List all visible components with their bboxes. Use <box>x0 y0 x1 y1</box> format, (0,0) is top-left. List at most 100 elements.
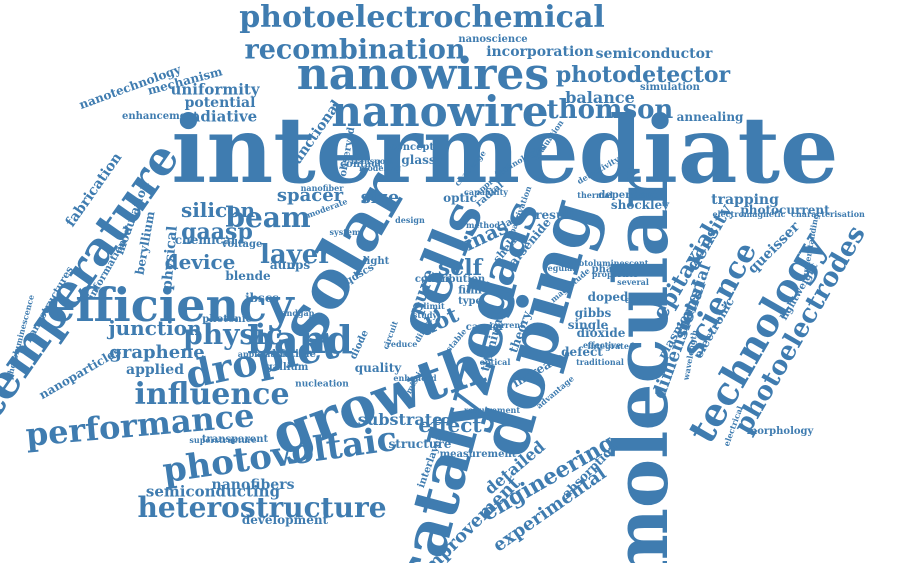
word: quality <box>354 361 402 375</box>
word: light <box>362 256 390 267</box>
word: dependent <box>598 190 658 201</box>
word: requirement <box>463 405 521 415</box>
word: band <box>247 317 353 362</box>
word: nanowire <box>331 87 549 136</box>
word: substrate <box>357 410 443 429</box>
word: trapping <box>711 192 779 208</box>
word: regular <box>543 263 577 273</box>
word: system <box>329 227 361 237</box>
word: junction <box>108 316 202 340</box>
word: gaasp <box>181 219 253 245</box>
word: bandgap <box>275 308 315 318</box>
word: silicon <box>180 198 256 222</box>
word: application <box>237 349 289 359</box>
word: effect <box>418 413 482 437</box>
word: doped <box>587 290 629 304</box>
word: physic <box>183 318 283 351</box>
word: applied <box>126 362 184 378</box>
word: several <box>617 277 649 287</box>
word: traditional <box>576 357 624 367</box>
word: thomson <box>546 95 674 125</box>
word: blende <box>225 269 271 283</box>
word: integrated <box>587 341 635 351</box>
word: layer <box>259 240 333 270</box>
word: result <box>535 208 575 222</box>
word: graphene <box>109 342 205 363</box>
word: transport <box>350 156 394 166</box>
word: reduce <box>386 339 418 349</box>
word: superstructure <box>189 435 257 445</box>
word: uniformity <box>170 80 260 99</box>
word: gallium <box>265 362 309 373</box>
word: design <box>395 215 425 225</box>
word: dioxide <box>576 326 626 340</box>
word: optical <box>479 357 511 367</box>
word: nucleation <box>295 379 349 390</box>
word: aunps <box>269 258 311 272</box>
word: gibbs <box>574 306 612 320</box>
word: nanofiber <box>300 183 344 193</box>
word: lifetime <box>272 349 316 360</box>
word: simulation <box>640 82 700 93</box>
word: radiative <box>182 107 258 126</box>
word: contribution <box>414 274 486 285</box>
word: measurement <box>439 449 517 460</box>
word: nanoscience <box>458 34 528 45</box>
word: beam <box>225 201 311 234</box>
word: defect <box>561 345 603 359</box>
word: contact <box>340 159 382 170</box>
word: intermediate <box>171 96 839 204</box>
word: properties <box>591 269 639 279</box>
word: heterostructure <box>137 491 387 524</box>
word: phase <box>591 264 625 275</box>
word: development <box>241 513 329 527</box>
word: ibscs <box>245 291 279 305</box>
word: shockley <box>610 198 670 212</box>
word: photocurrent <box>740 203 830 217</box>
word: efficiency <box>46 278 294 332</box>
word: nanowires <box>296 49 550 100</box>
word: self <box>437 255 483 281</box>
word: chemical <box>174 233 236 247</box>
word: thermal <box>577 190 613 200</box>
word: film <box>458 283 482 297</box>
word: current <box>490 320 524 330</box>
word: annealing <box>676 110 744 124</box>
word: zinc <box>428 274 452 285</box>
word: single <box>567 318 609 332</box>
word: photoelectrochemical <box>239 0 605 35</box>
word: nanofibers <box>211 477 295 493</box>
word: optic <box>443 191 477 205</box>
word: capability <box>464 187 508 197</box>
word: structure <box>388 437 452 451</box>
word: voltage <box>221 239 263 250</box>
word: effective <box>582 340 622 350</box>
word: modeling <box>359 163 401 173</box>
word: catalytic <box>624 295 664 305</box>
word: characterisation <box>791 209 865 219</box>
word: device <box>164 250 236 274</box>
word: study <box>412 310 438 320</box>
word: spacer <box>276 185 344 206</box>
word: semiconductor <box>595 46 713 62</box>
word: balance <box>565 88 635 107</box>
word: transparent <box>201 434 269 445</box>
word: enhanced <box>393 373 437 383</box>
word: electromagnetic <box>712 209 786 219</box>
word: enhancement <box>122 111 198 122</box>
word: size <box>360 187 400 208</box>
word: photoluminescent <box>567 258 649 268</box>
word: photodetector <box>555 62 731 88</box>
word: morphology <box>746 426 814 437</box>
word: influence <box>134 377 290 412</box>
word: glassy <box>401 153 443 167</box>
word: potential <box>184 95 256 111</box>
word: concept <box>389 142 435 153</box>
word: carrier <box>465 322 505 333</box>
word: recombination <box>244 34 466 66</box>
word: method <box>466 220 500 230</box>
word: limit <box>423 301 445 311</box>
word: incorporation <box>486 44 594 60</box>
word: type <box>458 296 482 307</box>
